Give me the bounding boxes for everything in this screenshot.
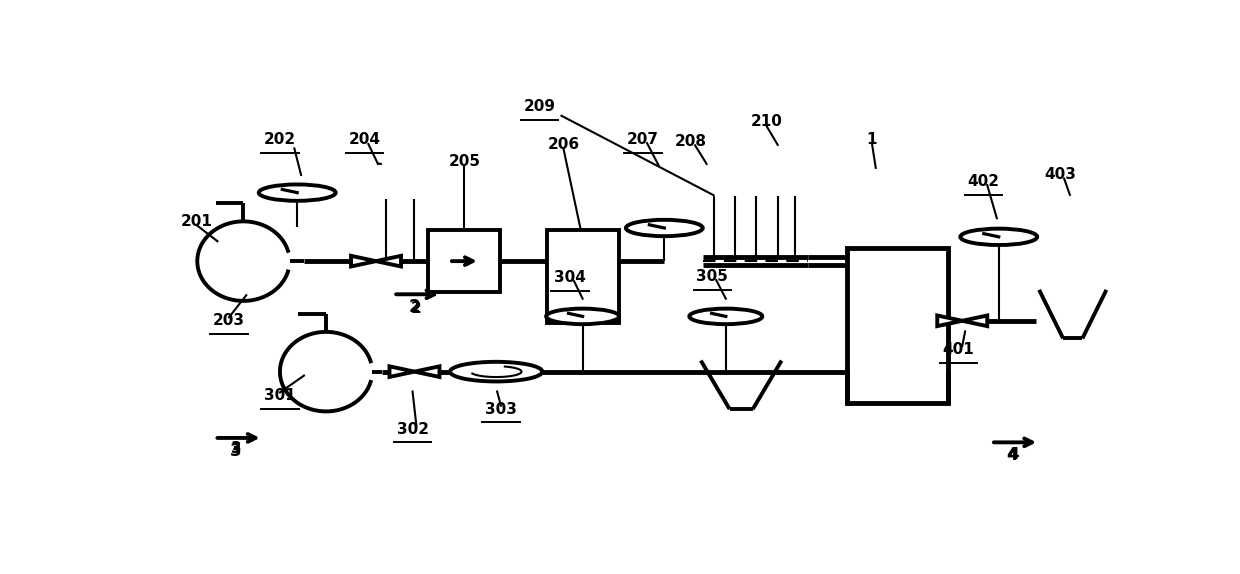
Ellipse shape (546, 309, 619, 324)
Text: 205: 205 (449, 154, 480, 169)
Polygon shape (962, 316, 987, 326)
Text: 301: 301 (264, 389, 296, 404)
Text: 1: 1 (867, 132, 877, 147)
Text: 2: 2 (409, 298, 420, 316)
Text: 403: 403 (1044, 168, 1076, 183)
Text: 204: 204 (348, 132, 381, 147)
Ellipse shape (450, 362, 542, 382)
Text: 4: 4 (1007, 446, 1018, 464)
FancyBboxPatch shape (428, 230, 501, 292)
Text: 208: 208 (676, 134, 707, 149)
Text: 402: 402 (967, 174, 999, 189)
Polygon shape (937, 316, 962, 326)
Ellipse shape (960, 228, 1037, 245)
Text: 206: 206 (547, 137, 579, 152)
Text: 3: 3 (232, 441, 242, 456)
Text: 2: 2 (410, 301, 422, 316)
Text: 3: 3 (229, 441, 242, 460)
Text: 207: 207 (627, 132, 660, 147)
Text: 209: 209 (523, 99, 556, 114)
Text: 302: 302 (397, 421, 429, 437)
Text: 202: 202 (264, 132, 296, 147)
Ellipse shape (259, 184, 336, 201)
Text: 305: 305 (697, 269, 728, 284)
Text: 203: 203 (213, 313, 246, 328)
Text: 401: 401 (942, 342, 975, 357)
Text: 4: 4 (1008, 447, 1018, 462)
Polygon shape (376, 256, 401, 266)
FancyBboxPatch shape (847, 248, 947, 402)
Polygon shape (389, 366, 414, 377)
Ellipse shape (626, 220, 703, 236)
Ellipse shape (689, 309, 763, 324)
Text: 304: 304 (554, 270, 587, 285)
FancyBboxPatch shape (547, 230, 619, 323)
Text: 201: 201 (180, 214, 212, 229)
Text: 210: 210 (750, 114, 782, 129)
Text: 303: 303 (485, 402, 517, 417)
Polygon shape (414, 366, 439, 377)
Polygon shape (351, 256, 376, 266)
